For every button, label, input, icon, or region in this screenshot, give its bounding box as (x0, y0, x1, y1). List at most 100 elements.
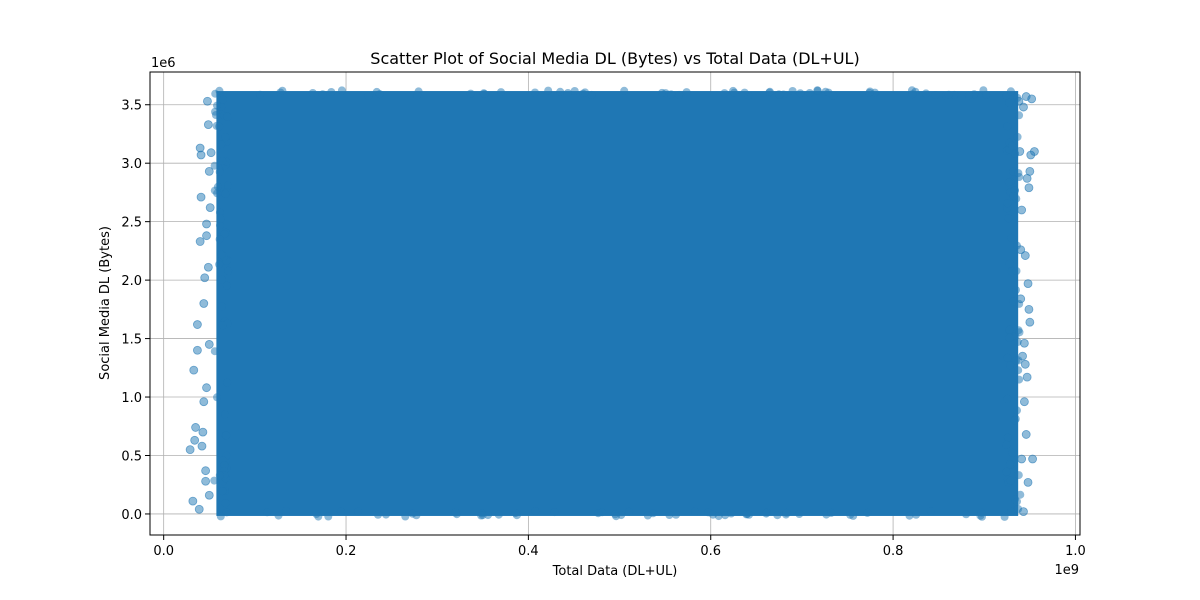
scatter-point (667, 90, 676, 99)
scatter-point (1010, 416, 1019, 425)
scatter-point (964, 91, 973, 100)
scatter-point (190, 435, 200, 445)
scatter-point (805, 89, 814, 97)
scatter-point (1012, 267, 1021, 275)
scatter-point (1008, 448, 1017, 457)
scatter-point (217, 140, 226, 149)
scatter-point (364, 91, 373, 100)
scatter-point (215, 235, 224, 244)
scatter-point (745, 510, 753, 519)
scatter-point (1015, 147, 1025, 156)
scatter-point (1025, 317, 1035, 327)
scatter-point (788, 87, 797, 95)
scatter-point (563, 89, 572, 97)
scatter-point (336, 507, 345, 516)
scatter-point (682, 88, 691, 97)
scatter-point (1004, 178, 1013, 187)
scatter-point (620, 86, 629, 95)
scatter-point (1006, 476, 1015, 485)
scatter-point (274, 511, 283, 520)
scatter-point (643, 511, 652, 520)
scatter-point (1013, 132, 1022, 141)
scatter-point (185, 445, 195, 455)
scatter-point (217, 275, 226, 284)
scatter-point (282, 507, 291, 515)
scatter-point (221, 499, 230, 508)
scatter-point (497, 88, 505, 97)
scatter-point (216, 512, 225, 521)
scatter-point (1006, 87, 1015, 96)
scatter-point (215, 122, 224, 131)
scatter-point (222, 508, 231, 517)
scatter-point (189, 365, 199, 375)
scatter-point (382, 510, 390, 519)
scatter-point (263, 508, 272, 517)
scatter-point (1005, 259, 1014, 268)
scatter-point (863, 508, 872, 517)
scatter-point (982, 90, 991, 99)
scatter-point (665, 511, 674, 519)
scatter-point (202, 231, 211, 241)
scatter-point (1000, 512, 1009, 521)
scatter-point (570, 87, 579, 95)
scatter-point (218, 321, 227, 330)
scatter-point (199, 397, 209, 407)
scatter-point (201, 466, 211, 476)
scatter-point (215, 86, 224, 95)
scatter-point (1013, 497, 1021, 506)
scatter-point (203, 96, 212, 106)
scatter-point (337, 86, 346, 95)
scatter-point (1003, 199, 1012, 208)
scatter-point (213, 101, 221, 110)
scatter-point (221, 410, 230, 419)
scatter-point (1020, 251, 1030, 260)
scatter-point (581, 88, 590, 97)
scatter-point (1005, 460, 1014, 469)
scatter-point (1003, 433, 1012, 442)
scatter-point (531, 507, 540, 516)
scatter-point (1004, 214, 1013, 223)
scatter-point (451, 508, 460, 517)
scatter-point (1002, 440, 1011, 449)
scatter-point (556, 87, 565, 96)
scatter-point (204, 340, 214, 349)
scatter-point (795, 510, 804, 518)
scatter-point (720, 89, 729, 98)
scatter-point (1021, 430, 1031, 439)
scatter-point (478, 511, 487, 520)
scatter-point (480, 89, 489, 98)
chart-title: Scatter Plot of Social Media DL (Bytes) … (370, 49, 859, 68)
scatter-point (1023, 477, 1033, 487)
x-tick-label: 1.0 (1065, 544, 1086, 559)
scatter-point (1022, 372, 1032, 382)
scatter-point (224, 181, 233, 190)
scatter-point (905, 511, 914, 520)
scatter-point (220, 230, 229, 239)
scatter-point (672, 510, 680, 519)
scatter-point (1013, 406, 1021, 415)
scatter-point (216, 221, 224, 230)
x-tick-label: 0.0 (153, 544, 174, 559)
scatter-point (200, 273, 210, 283)
x-axis-label: Total Data (DL+UL) (552, 564, 678, 579)
scatter-point (1008, 141, 1016, 150)
x-axis-exponent: 1e9 (1054, 563, 1079, 578)
y-tick-label: 2.0 (121, 274, 142, 289)
y-tick-label: 3.5 (121, 99, 142, 114)
scatter-point (612, 512, 621, 521)
scatter-point (1005, 333, 1014, 342)
scatter-point (796, 89, 805, 98)
scatter-point (374, 510, 382, 519)
scatter-point (318, 90, 327, 99)
x-tick-label: 0.4 (518, 544, 539, 559)
scatter-point (1007, 507, 1016, 516)
scatter-point (197, 441, 207, 451)
scatter-point (727, 509, 736, 518)
scatter-point (1003, 122, 1012, 131)
scatter-point (865, 88, 874, 97)
x-tick-label: 0.6 (700, 544, 721, 559)
scatter-point (1002, 467, 1011, 476)
ticks: 0.0 0.2 0.4 0.6 0.8 1.0 0.0 0.5 1.0 1.5 2.0 2.5 3.0 3… (121, 99, 1085, 559)
